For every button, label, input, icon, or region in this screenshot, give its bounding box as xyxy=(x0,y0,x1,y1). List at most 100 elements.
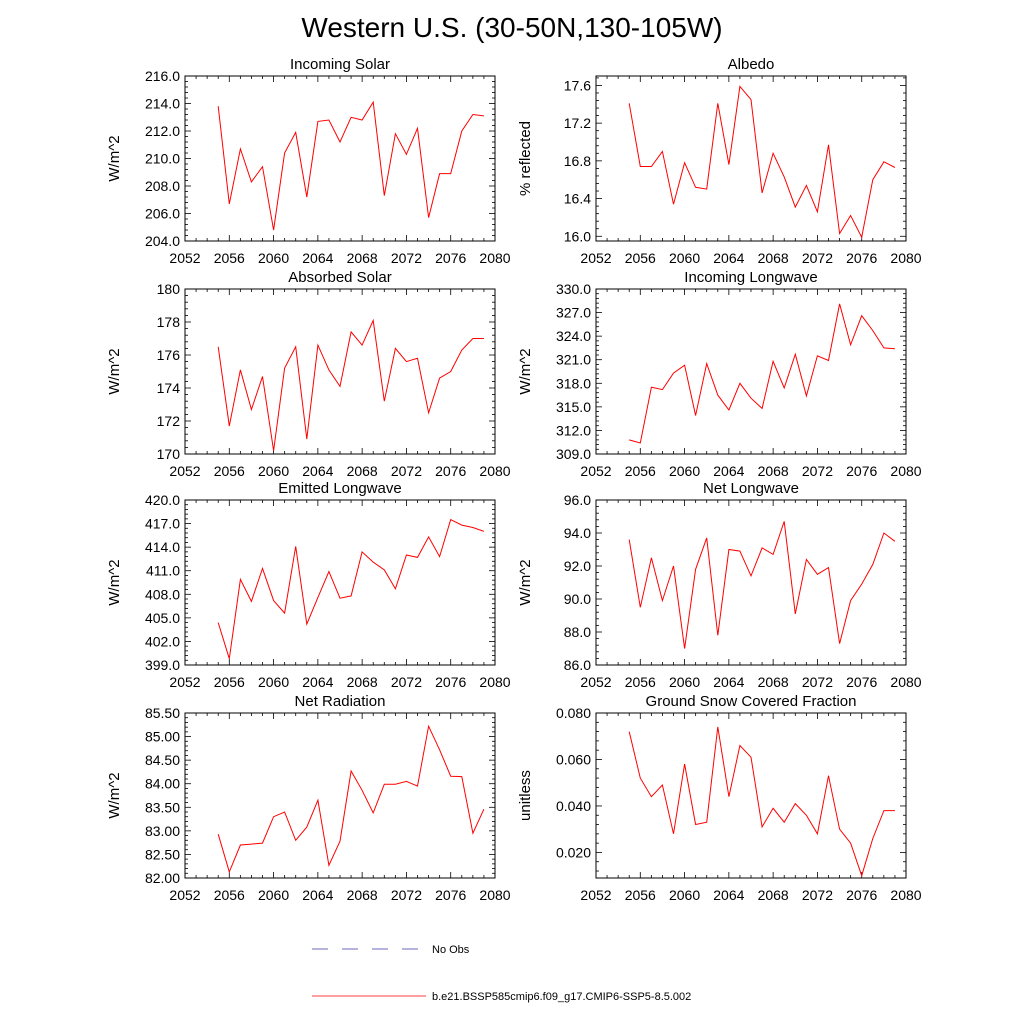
x-tick-label: 2072 xyxy=(802,463,833,479)
y-tick-label: 16.0 xyxy=(564,228,591,244)
x-tick-label: 2064 xyxy=(713,463,744,479)
series-line xyxy=(217,724,485,874)
x-tick-label: 2076 xyxy=(435,463,466,479)
x-tick-label: 2076 xyxy=(435,887,466,903)
y-tick-label: 312.0 xyxy=(556,422,591,438)
y-tick-label: 318.0 xyxy=(556,375,591,391)
chart-panel: Absorbed Solar 2052 2056 2060 2064 2068 2072 20… xyxy=(106,269,511,479)
x-tick-label: 2072 xyxy=(391,463,422,479)
x-tick-label: 2056 xyxy=(625,250,656,266)
y-tick-label: 85.50 xyxy=(145,705,180,721)
chart-panel: Albedo 2052 2056 2060 2064 2068 2072 2076 2080 16… xyxy=(517,56,922,266)
x-tick-label: 2060 xyxy=(669,463,700,479)
x-tick-label: 2080 xyxy=(479,887,510,903)
x-tick-label: 2080 xyxy=(890,463,921,479)
series-line xyxy=(628,726,895,878)
y-tick-label: 16.4 xyxy=(564,191,591,207)
panel-title: Ground Snow Covered Fraction xyxy=(646,693,857,710)
x-tick-label: 2080 xyxy=(479,674,510,690)
x-tick-label: 2052 xyxy=(580,463,611,479)
y-tick-label: 90.0 xyxy=(564,591,591,607)
y-axis-label: W/m^2 xyxy=(517,348,534,394)
chart-panel: Ground Snow Covered Fraction 2052 2056 2060… xyxy=(517,693,922,903)
x-tick-label: 2060 xyxy=(258,463,289,479)
y-tick-label: 315.0 xyxy=(556,399,591,415)
chart-panel: Incoming Solar 2052 2056 2060 2064 2068 2072 20… xyxy=(106,56,511,266)
x-tick-label: 2060 xyxy=(669,674,700,690)
y-tick-label: 210.0 xyxy=(145,151,180,167)
x-tick-label: 2068 xyxy=(758,463,789,479)
y-tick-label: 174 xyxy=(157,380,181,396)
y-axis-label: % reflected xyxy=(517,121,534,196)
y-tick-label: 206.0 xyxy=(145,206,180,222)
plot-frame xyxy=(184,712,496,879)
y-tick-label: 17.2 xyxy=(564,115,591,131)
y-tick-label: 0.080 xyxy=(556,705,591,721)
x-tick-label: 2052 xyxy=(169,674,200,690)
y-tick-label: 402.0 xyxy=(145,633,180,649)
y-tick-label: 82.00 xyxy=(145,870,180,886)
x-tick-label: 2080 xyxy=(479,250,510,266)
y-tick-label: 0.020 xyxy=(556,844,591,860)
y-tick-label: 214.0 xyxy=(145,96,180,112)
y-tick-label: 0.040 xyxy=(556,798,591,814)
y-axis-label: W/m^2 xyxy=(106,348,123,394)
y-tick-label: 16.8 xyxy=(564,153,591,169)
y-tick-label: 17.6 xyxy=(564,77,591,93)
y-tick-label: 212.0 xyxy=(145,123,180,139)
y-axis-label: W/m^2 xyxy=(517,559,534,605)
x-tick-label: 2052 xyxy=(580,887,611,903)
plot-frame xyxy=(595,712,907,879)
panel-title: Albedo xyxy=(728,56,775,73)
x-tick-label: 2056 xyxy=(625,887,656,903)
y-tick-label: 321.0 xyxy=(556,352,591,368)
y-tick-label: 405.0 xyxy=(145,610,180,626)
y-tick-label: 83.00 xyxy=(145,823,180,839)
x-tick-label: 2060 xyxy=(669,887,700,903)
series-line xyxy=(629,303,895,444)
x-tick-label: 2068 xyxy=(347,674,378,690)
x-tick-label: 2056 xyxy=(625,463,656,479)
x-tick-label: 2056 xyxy=(214,463,245,479)
y-axis-label: unitless xyxy=(517,770,534,821)
y-tick-label: 88.0 xyxy=(564,624,591,640)
x-tick-label: 2064 xyxy=(713,250,744,266)
x-tick-label: 2056 xyxy=(214,250,245,266)
x-tick-label: 2072 xyxy=(391,674,422,690)
x-tick-label: 2060 xyxy=(258,887,289,903)
x-tick-label: 2072 xyxy=(391,887,422,903)
y-tick-label: 180 xyxy=(157,281,181,297)
x-tick-label: 2052 xyxy=(580,250,611,266)
x-tick-label: 2068 xyxy=(347,887,378,903)
x-tick-label: 2064 xyxy=(302,674,333,690)
page-title: Western U.S. (30-50N,130-105W) xyxy=(301,12,723,43)
x-tick-label: 2056 xyxy=(625,674,656,690)
y-tick-label: 414.0 xyxy=(145,539,180,555)
x-tick-label: 2072 xyxy=(391,250,422,266)
plot-frame xyxy=(184,75,496,242)
chart-panel: Net Longwave 2052 2056 2060 2064 2068 2072 2076… xyxy=(517,480,922,690)
x-tick-label: 2068 xyxy=(758,674,789,690)
y-tick-label: 408.0 xyxy=(145,586,180,602)
legend-label-model: b.e21.BSSP585cmip6.f09_g17.CMIP6-SSP5-8.… xyxy=(432,991,691,1003)
x-tick-label: 2064 xyxy=(713,887,744,903)
legend: No Obs b.e21.BSSP585cmip6.f09_g17.CMIP6-S… xyxy=(312,944,691,1003)
y-axis-label: W/m^2 xyxy=(106,135,123,181)
plot-frame xyxy=(595,288,907,455)
y-tick-label: 84.00 xyxy=(145,776,180,792)
x-tick-label: 2072 xyxy=(802,250,833,266)
x-tick-label: 2064 xyxy=(302,463,333,479)
panel-title: Incoming Longwave xyxy=(684,269,817,286)
y-tick-label: 399.0 xyxy=(145,657,180,673)
x-tick-label: 2064 xyxy=(713,674,744,690)
y-tick-label: 324.0 xyxy=(556,328,591,344)
y-tick-label: 327.0 xyxy=(556,305,591,321)
y-tick-label: 204.0 xyxy=(145,233,180,249)
x-tick-label: 2056 xyxy=(214,674,245,690)
x-tick-label: 2076 xyxy=(846,887,877,903)
x-tick-label: 2076 xyxy=(846,674,877,690)
y-tick-label: 86.0 xyxy=(564,657,591,673)
panel-title: Incoming Solar xyxy=(290,56,390,73)
y-tick-label: 170 xyxy=(157,446,181,462)
